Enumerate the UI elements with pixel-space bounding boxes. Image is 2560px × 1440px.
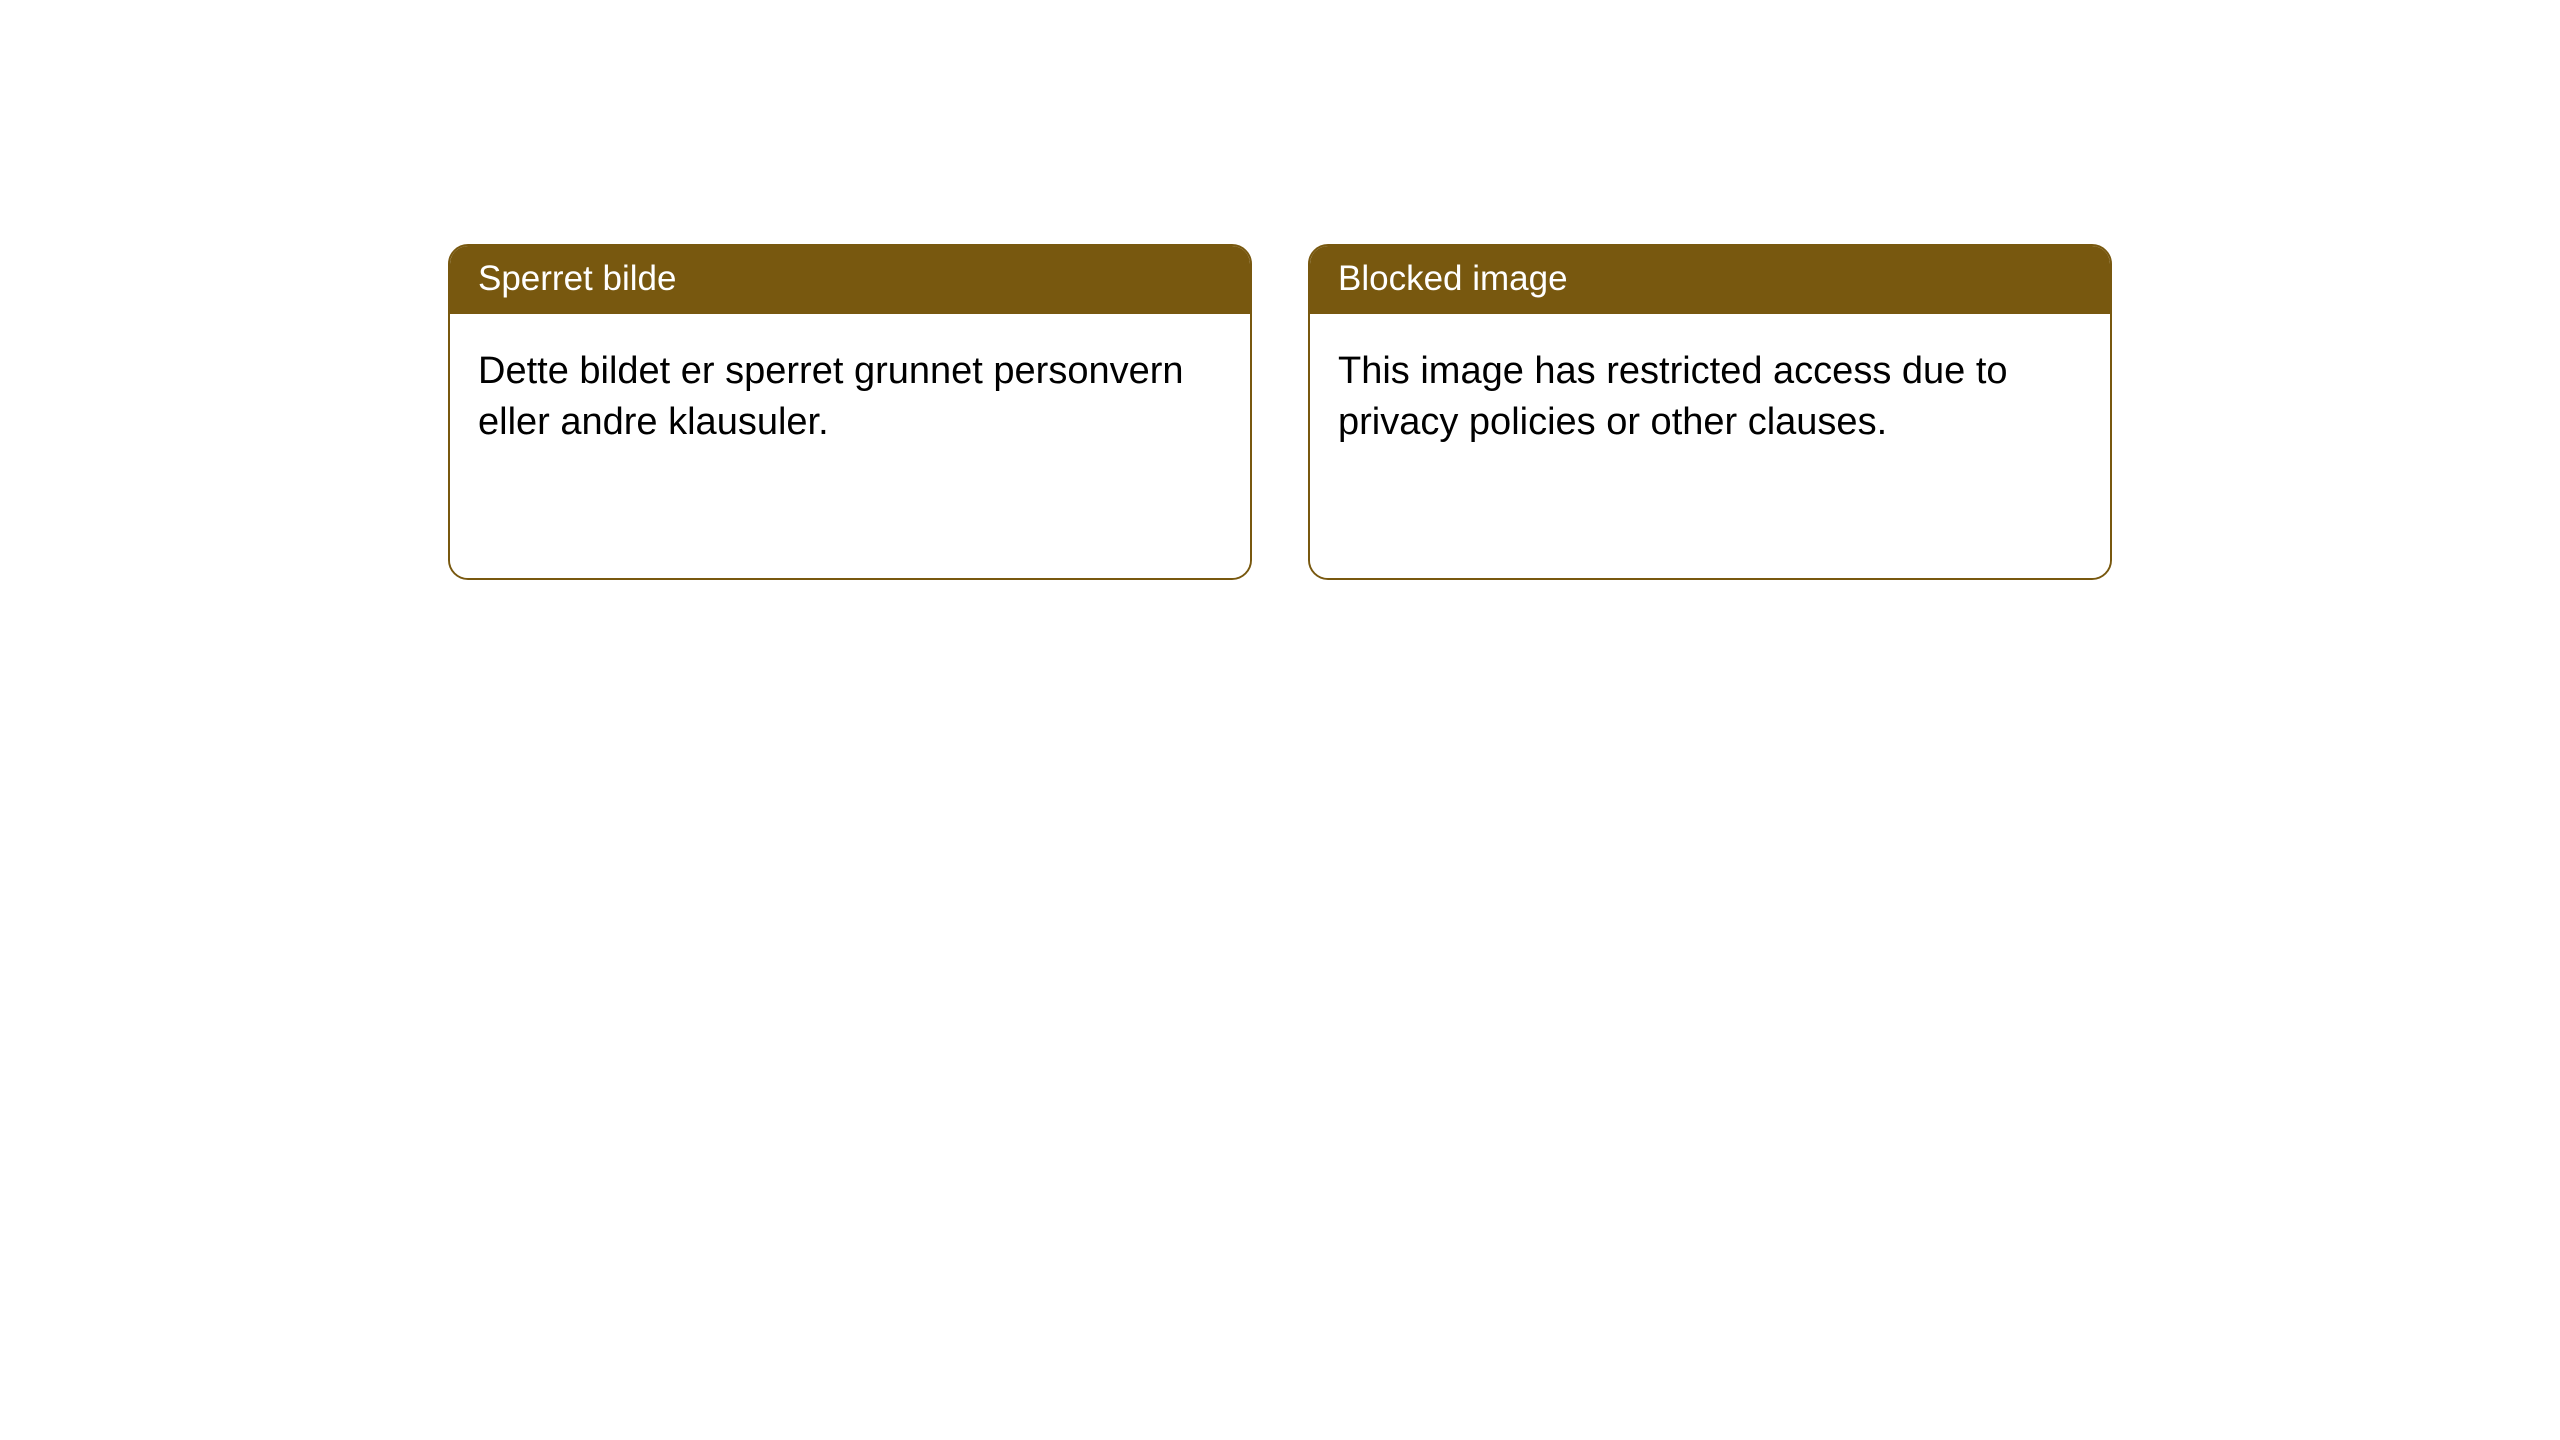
- card-body-en: This image has restricted access due to …: [1310, 314, 2110, 579]
- blocked-image-card-no: Sperret bilde Dette bildet er sperret gr…: [448, 244, 1252, 580]
- card-body-no: Dette bildet er sperret grunnet personve…: [450, 314, 1250, 579]
- blocked-image-card-en: Blocked image This image has restricted …: [1308, 244, 2112, 580]
- notice-container: Sperret bilde Dette bildet er sperret gr…: [0, 0, 2560, 580]
- card-title-en: Blocked image: [1310, 246, 2110, 314]
- card-title-no: Sperret bilde: [450, 246, 1250, 314]
